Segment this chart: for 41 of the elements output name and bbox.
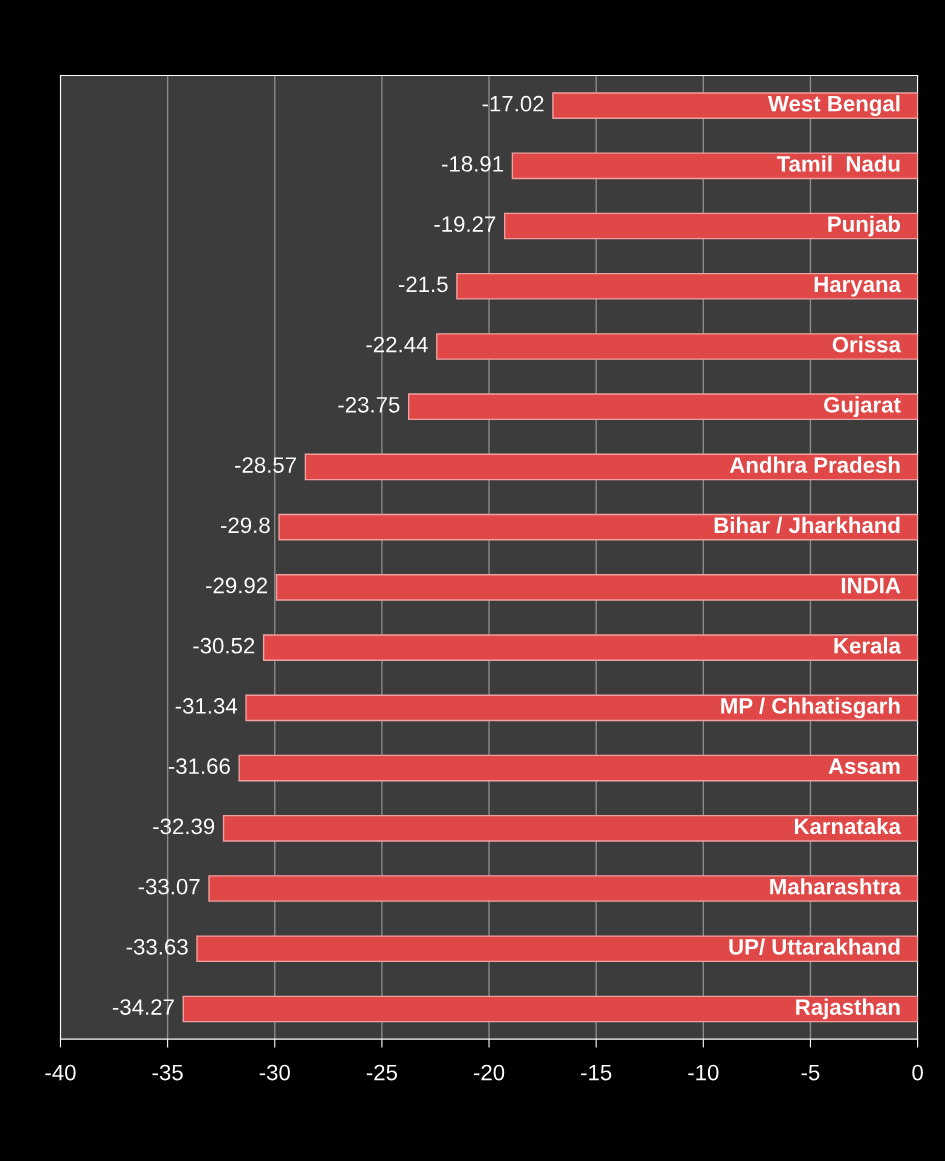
data-label: -33.63 <box>126 938 188 955</box>
y-tick-label: Gujarat <box>824 396 901 418</box>
y-tick-label: Andhra Pradesh <box>729 456 900 473</box>
x-tick-label: -25 <box>366 1064 398 1081</box>
y-tick-label: Maharashtra <box>770 878 902 895</box>
data-label: -23.75 <box>338 396 400 413</box>
data-label: -31.66 <box>168 758 230 775</box>
x-tick-label: -30 <box>259 1064 290 1081</box>
y-tick-label: MP / Chhatisgarh <box>721 697 900 719</box>
data-label: -21.5 <box>398 276 448 293</box>
x-tick-label: -20 <box>473 1064 505 1081</box>
data-label: -17.02 <box>482 95 544 112</box>
x-tick-label: -5 <box>801 1064 820 1081</box>
data-label: -29.8 <box>221 517 270 534</box>
data-label: -29.92 <box>206 577 268 594</box>
x-tick-label: -35 <box>152 1064 183 1081</box>
y-tick-label: INDIA <box>841 577 901 594</box>
data-label: -28.57 <box>235 457 296 473</box>
data-label: -30.52 <box>193 637 255 654</box>
data-label: -19.27 <box>434 216 496 232</box>
y-tick-label: Karnataka <box>794 817 902 835</box>
y-tick-label: UP/ Uttarakhand <box>729 938 900 955</box>
y-tick-label: Bihar / Jharkhand <box>714 516 900 534</box>
y-tick-label: Tamil Nadu <box>776 155 900 172</box>
y-tick-label: Kerala <box>834 637 902 654</box>
data-label: -18.91 <box>442 156 503 172</box>
y-tick-label: Punjab <box>828 215 901 237</box>
y-tick-label: Haryana <box>814 276 902 297</box>
data-label: -22.44 <box>366 336 428 353</box>
y-tick-label: Rajasthan <box>796 998 900 1020</box>
data-label: -31.34 <box>175 698 238 714</box>
data-label: -33.07 <box>138 878 200 895</box>
x-tick-label: -40 <box>45 1064 76 1081</box>
y-tick-label: West Bengal <box>767 95 900 116</box>
x-tick-label: 0 <box>912 1064 923 1081</box>
data-label: -34.27 <box>112 999 174 1015</box>
y-tick-label: Orissa <box>832 336 902 353</box>
data-label: -32.39 <box>153 818 215 835</box>
x-tick-label: -15 <box>581 1064 612 1081</box>
y-tick-label: Assam <box>828 758 900 775</box>
x-tick-label: -10 <box>688 1064 719 1081</box>
